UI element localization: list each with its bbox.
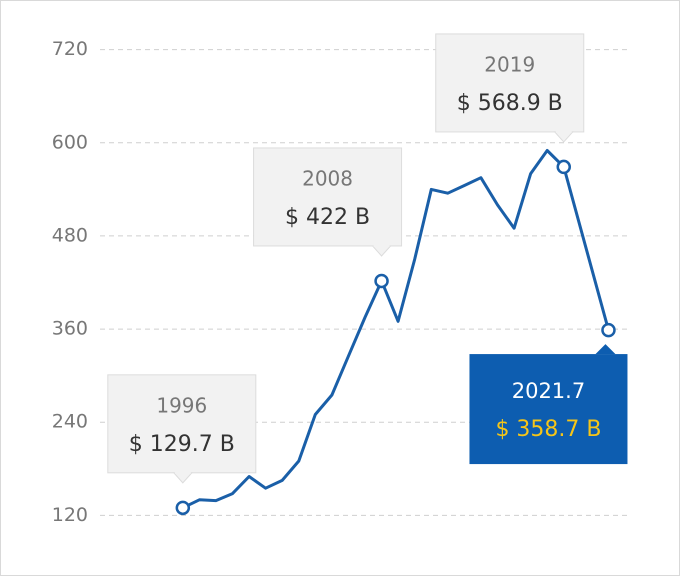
y-tick-label: 240 [52,411,88,433]
y-tick-label: 480 [52,224,88,246]
callout-year: 1996 [156,393,207,417]
callout-box [469,354,628,465]
callout-year: 2021.7 [512,379,585,403]
callout-value: $ 422 B [285,205,370,230]
callout-value: $ 129.7 B [129,432,235,457]
callout-box [253,147,403,247]
point-marker [374,273,389,289]
callout-box [107,374,257,474]
callout-box [435,33,585,133]
callout-pointer [595,344,616,355]
callout: 2008 $ 422 B [253,147,403,257]
y-tick-label: 120 [52,504,88,526]
y-tick-label: 360 [52,318,88,340]
y-tick-label: 600 [52,131,88,153]
callout: 2021.7 $ 358.7 B [469,344,628,465]
callout-value: $ 358.7 B [495,417,601,442]
point-marker [175,500,191,516]
callout-value: $ 568.9 B [457,91,563,116]
callout: 1996 $ 129.7 B [107,374,257,484]
callout: 2019 $ 568.9 B [435,33,585,143]
callout-year: 2019 [484,52,535,76]
point-marker [556,159,571,175]
callout-year: 2008 [302,166,353,190]
point-marker [601,322,616,338]
y-tick-label: 720 [52,38,88,60]
